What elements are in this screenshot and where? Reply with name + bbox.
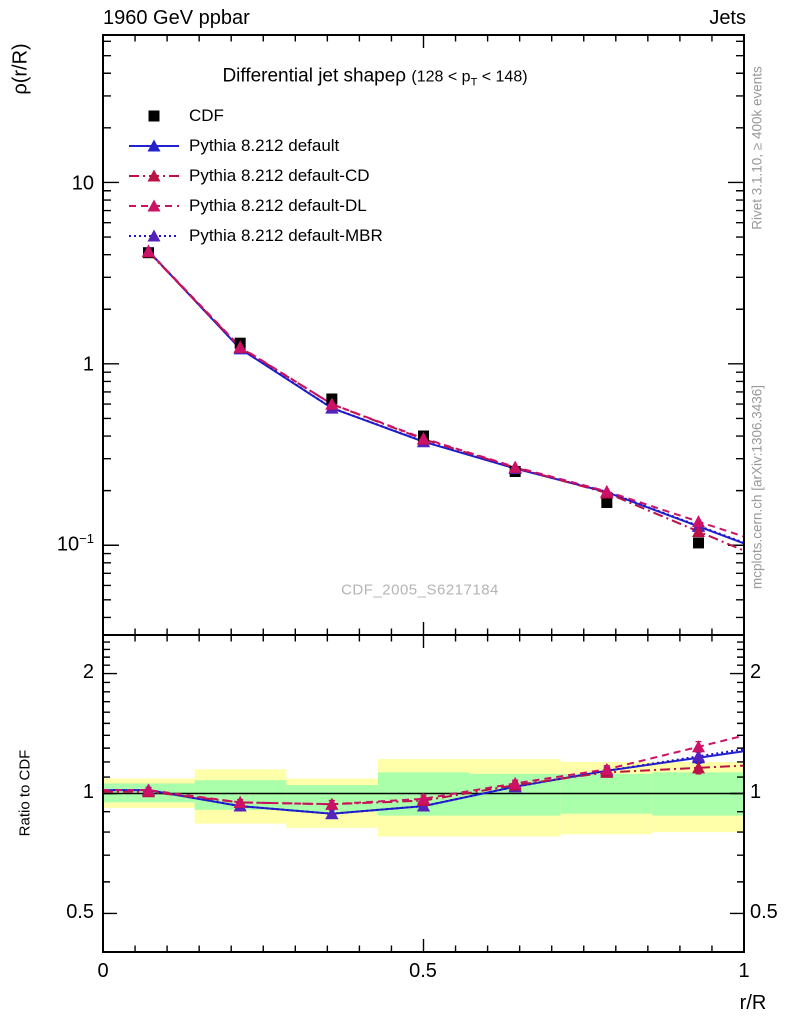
triangle-dotted-line-marker-icon [129, 229, 179, 242]
ratio-uncertainty-bands [103, 759, 744, 837]
ratio-y-tick-1-left: 1 [82, 781, 94, 803]
beam-info-label: 1960 GeV ppbar [103, 7, 250, 29]
legend-item-default-mbr: Pythia 8.212 default-MBR [128, 221, 383, 251]
legend-label: Pythia 8.212 default [189, 136, 340, 155]
mcplots-reference-note: mcplots.cern.ch [arXiv:1306.3436] [749, 384, 765, 590]
cdf-square-marker-icon [148, 110, 160, 122]
legend-item-cdf: CDF [128, 101, 383, 131]
triangle-solid-line-marker-icon [129, 139, 179, 152]
ratio-y-tick-1-right: 1 [750, 781, 762, 803]
main-y-tick-0p1: 10−1 [56, 531, 94, 556]
x-axis-title: r/R [739, 992, 767, 1014]
main-curve [147, 250, 745, 545]
rivet-version-note: Rivet 3.1.10, ≥ 400k events [749, 66, 765, 230]
ratio-y-tick-2-left: 2 [82, 661, 94, 683]
x-tick-1: 1 [738, 960, 750, 982]
plot-title-main: Differential jet shapeρ [222, 65, 407, 87]
legend: CDF Pythia 8.212 default Pythia 8.212 de… [128, 101, 383, 251]
panel-frames [102, 34, 745, 953]
main-y-tick-1: 1 [82, 353, 94, 376]
x-tick-0p5: 0.5 [409, 960, 437, 982]
model-markers [142, 244, 705, 820]
ratio-curve [103, 748, 745, 815]
ratio-y-tick-0p5-right: 0.5 [750, 901, 778, 923]
ratio-y-tick-0p5-left: 0.5 [66, 901, 94, 923]
cdf-data-points [143, 247, 704, 549]
analysis-group-label: Jets [709, 7, 746, 29]
main-curve [147, 250, 745, 538]
legend-item-default-cd: Pythia 8.212 default-CD [128, 161, 383, 191]
legend-label: Pythia 8.212 default-MBR [189, 226, 383, 245]
main-curve [147, 250, 745, 544]
ratio-y-tick-2-right: 2 [750, 661, 762, 683]
legend-item-default: Pythia 8.212 default [128, 131, 383, 161]
triangle-dashdot-line-marker-icon [129, 169, 179, 182]
main-y-tick-10: 10 [71, 172, 94, 195]
ratio-curve [103, 734, 745, 806]
plot-title: Differential jet shapeρ (128 < pT < 148) [222, 65, 527, 88]
legend-item-default-dl: Pythia 8.212 default-DL [128, 191, 383, 221]
main-y-axis-title: ρ(r/R) [9, 43, 32, 95]
legend-label: Pythia 8.212 default-CD [189, 166, 370, 185]
main-curve [147, 251, 745, 552]
model-curves [103, 250, 745, 815]
analysis-id-watermark: CDF_2005_S6217184 [341, 581, 499, 599]
legend-label: Pythia 8.212 default-DL [189, 196, 367, 215]
triangle-dashed-line-marker-icon [129, 199, 179, 212]
legend-label: CDF [189, 106, 224, 125]
x-tick-0: 0 [97, 960, 109, 982]
plot-title-range: (128 < pT < 148) [411, 68, 528, 89]
